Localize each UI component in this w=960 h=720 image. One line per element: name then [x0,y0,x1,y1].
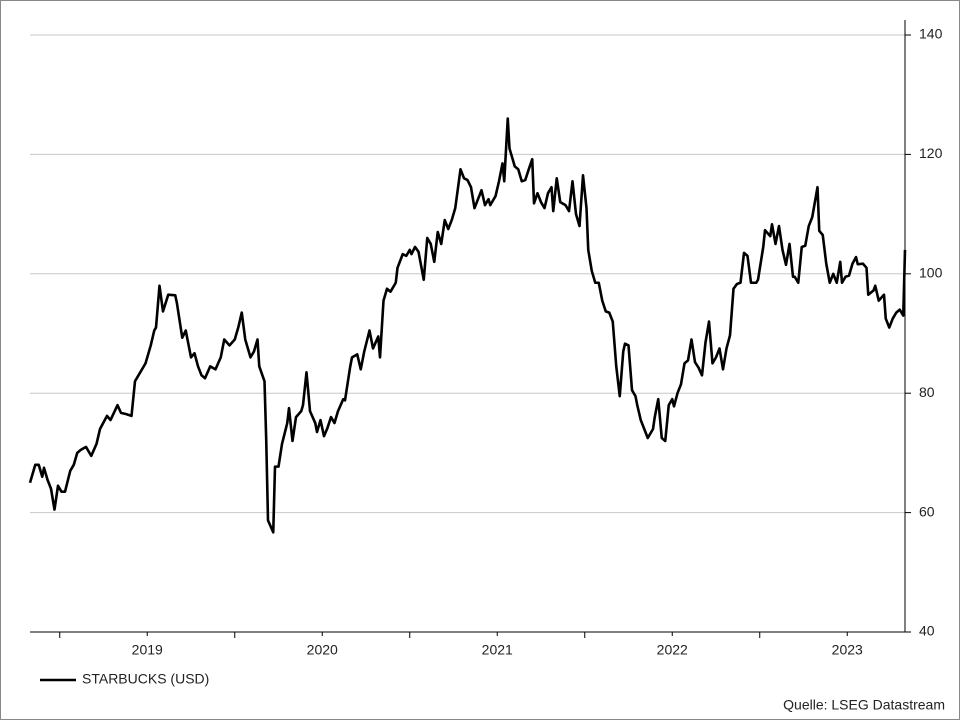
y-tick-label: 140 [919,26,943,42]
legend-label: STARBUCKS (USD) [82,671,209,687]
source-note: Quelle: LSEG Datastream [783,697,945,713]
x-tick-label: 2019 [132,642,163,658]
y-tick-label: 60 [919,503,935,519]
x-tick-label: 2020 [307,642,338,658]
y-tick-label: 80 [919,384,935,400]
x-tick-label: 2021 [482,642,513,658]
x-tick-label: 2023 [832,642,863,658]
line [28,117,907,534]
y-tick-label: 120 [919,145,943,161]
y-tick-label: 100 [919,265,943,281]
y-tick-label: 40 [919,623,935,639]
x-tick-label: 2022 [657,642,688,658]
